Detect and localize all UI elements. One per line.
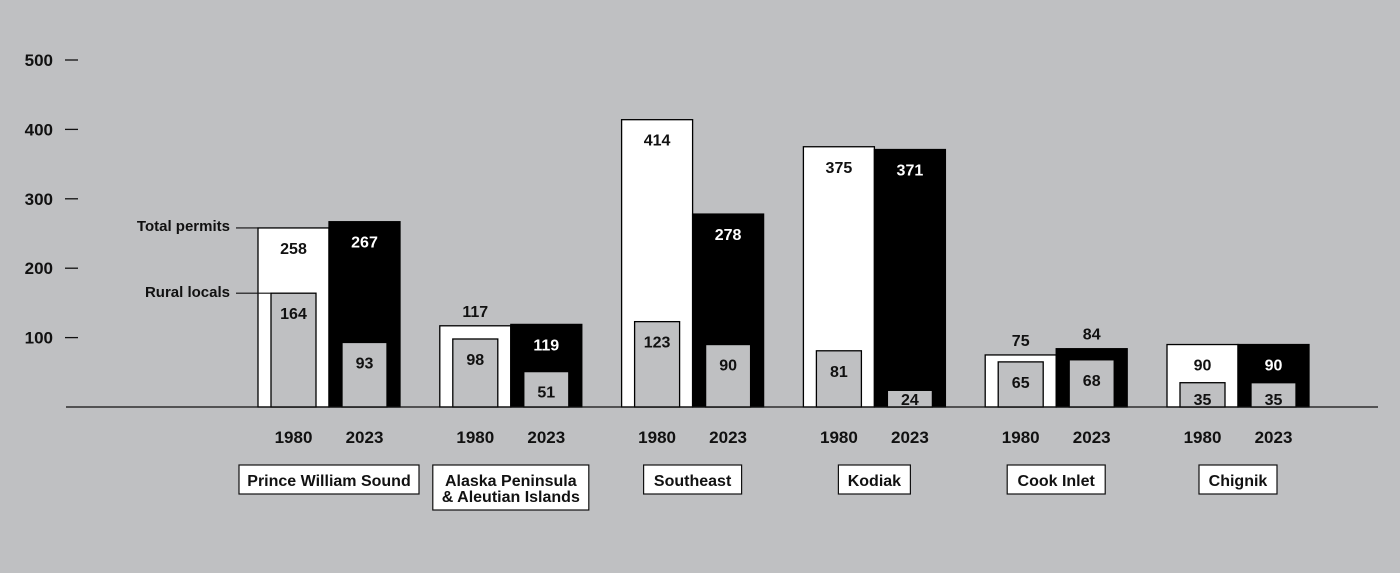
rural-value-label: 51 [537, 385, 555, 402]
bar-group: 414 123 278 90 [620, 119, 765, 408]
region-label-text: & Aleutian Islands [442, 489, 580, 506]
bar-rural-2023 [704, 343, 752, 408]
total-value-label: 119 [533, 337, 559, 354]
region-label-text: Kodiak [848, 473, 901, 490]
bar-group: 375 81 371 24 [802, 146, 947, 409]
year-label: 1980 [1184, 428, 1222, 447]
region-label: Southeast [642, 464, 743, 495]
region-label-box [642, 464, 743, 495]
region-label-box [238, 464, 420, 495]
y-tick-label: 400 [25, 120, 53, 139]
bar-rural-1980 [997, 361, 1044, 408]
bar-rural-2023 [341, 341, 388, 408]
total-value-label: 267 [351, 235, 378, 252]
legend-total-permits: Total permits [137, 218, 230, 235]
total-value-label: 75 [1012, 333, 1030, 350]
bar-group: 258 164 267 93 [257, 221, 401, 408]
year-label: 1980 [456, 428, 494, 447]
region-label-box [432, 464, 590, 511]
rural-value-label: 68 [1083, 373, 1101, 390]
region-label-box [1006, 464, 1106, 495]
rural-value-label: 24 [901, 392, 919, 409]
rural-value-label: 65 [1012, 375, 1030, 392]
y-tick-label: 500 [25, 51, 53, 70]
year-label: 2023 [527, 428, 565, 447]
year-label: 2023 [709, 428, 747, 447]
total-value-label: 84 [1083, 327, 1101, 344]
total-value-label: 375 [826, 160, 853, 177]
year-label: 1980 [1002, 428, 1040, 447]
bar-rural-1980 [815, 350, 863, 408]
y-tick-label: 200 [25, 259, 53, 278]
bars: 258 164 267 93 117 98 119 51 414 123 278 90 375 81 371… [257, 119, 1310, 409]
region-label-text: Cook Inlet [1018, 473, 1096, 490]
region-label-text: Chignik [1209, 473, 1268, 490]
total-value-label: 258 [280, 241, 307, 258]
total-value-label: 414 [644, 133, 671, 150]
rural-value-label: 164 [280, 306, 307, 323]
year-label: 1980 [638, 428, 676, 447]
region-label: Alaska Peninsula& Aleutian Islands [432, 464, 590, 511]
bar-rural-1980 [633, 320, 681, 408]
total-value-label: 371 [897, 163, 924, 180]
region-label: Chignik [1198, 464, 1278, 495]
bar-group: 117 98 119 51 [439, 304, 583, 408]
rural-value-label: 81 [830, 364, 848, 381]
total-value-label: 90 [1194, 358, 1212, 375]
legend-rural-locals: Rural locals [145, 284, 230, 301]
region-label-box [1198, 464, 1278, 495]
legend: Total permits Rural locals [137, 218, 271, 301]
bar-rural-1980 [452, 338, 499, 408]
region-label: Cook Inlet [1006, 464, 1106, 495]
region-label-text: Southeast [654, 473, 732, 490]
y-tick-label: 300 [25, 190, 53, 209]
year-label: 1980 [275, 428, 313, 447]
region-label: Prince William Sound [238, 464, 420, 495]
year-label: 1980 [820, 428, 858, 447]
rural-value-label: 98 [466, 352, 484, 369]
region-label: Kodiak [837, 464, 912, 495]
year-label: 2023 [1073, 428, 1111, 447]
bar-rural-2023 [523, 370, 570, 408]
total-value-label: 90 [1265, 358, 1283, 375]
region-label-text: Prince William Sound [247, 473, 410, 490]
region-label-text: Alaska Peninsula [445, 473, 577, 490]
y-axis: 100 200 300 400 500 [25, 51, 78, 348]
year-label: 2023 [1255, 428, 1293, 447]
year-label: 2023 [891, 428, 929, 447]
x-labels: 1980 2023 Prince William Sound 1980 2023 Alas… [238, 428, 1293, 511]
rural-value-label: 123 [644, 335, 671, 352]
rural-value-label: 90 [719, 358, 737, 375]
total-value-label: 117 [462, 304, 488, 321]
bar-total-2023 [873, 148, 947, 408]
total-value-label: 278 [715, 227, 742, 244]
rural-value-label: 35 [1265, 392, 1283, 409]
bar-group: 90 35 90 35 [1166, 343, 1310, 409]
year-label: 2023 [346, 428, 384, 447]
y-tick-label: 100 [25, 329, 53, 348]
bar-group: 75 65 84 68 [984, 327, 1128, 408]
region-label-box [837, 464, 912, 495]
rural-value-label: 93 [356, 355, 374, 372]
rural-value-label: 35 [1194, 392, 1212, 409]
